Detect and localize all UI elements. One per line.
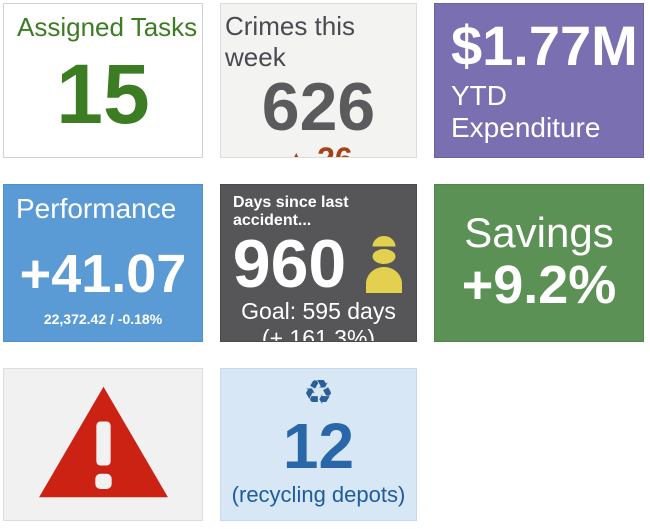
card-performance: Performance +41.07 22,372.42 / -0.18% — [3, 184, 203, 342]
recycle-icon: ♻ — [303, 374, 334, 412]
card-savings: Savings +9.2% — [434, 184, 644, 342]
card-value: 15 — [56, 47, 150, 141]
card-title: Performance — [16, 193, 177, 224]
card-warning — [3, 368, 203, 521]
card-value: 960 — [232, 226, 347, 302]
detail-text: 22,372.42 / -0.18% — [43, 311, 163, 327]
card-title: Savings — [464, 209, 614, 257]
worker-icon — [364, 231, 404, 298]
card-value: $1.77M — [451, 13, 638, 77]
up-triangle-icon: ▲ — [284, 146, 308, 158]
goal-text: Goal: 595 days (+ 161.3%) — [241, 298, 396, 342]
delta-value: 26 — [317, 141, 353, 157]
card-value: 12 — [282, 410, 355, 482]
card-title: Assigned Tasks — [17, 12, 198, 42]
warning-triangle-icon — [36, 383, 171, 506]
card-value: +41.07 — [19, 244, 187, 304]
card-days-since-accident: Days since last accident... 960 Goal: 59… — [220, 184, 417, 342]
card-recycling-depots: ♻ 12 (recycling depots) — [220, 368, 417, 521]
card-label: YTD Expenditure — [451, 80, 601, 144]
card-label: (recycling depots) — [231, 482, 406, 507]
value-row: 960 — [233, 230, 404, 298]
card-ytd-expenditure: $1.77M YTD Expenditure — [434, 3, 644, 158]
card-crimes-this-week: Crimes this week 626 ▲ 26 — [220, 3, 417, 158]
card-title: Crimes this week — [225, 11, 356, 72]
delta-badge: ▲ 26 — [284, 141, 353, 158]
card-assigned-tasks: Assigned Tasks 15 — [3, 3, 203, 158]
card-title: Days since last accident... — [233, 194, 349, 229]
card-value: 626 — [261, 69, 376, 145]
card-value: +9.2% — [461, 255, 617, 316]
